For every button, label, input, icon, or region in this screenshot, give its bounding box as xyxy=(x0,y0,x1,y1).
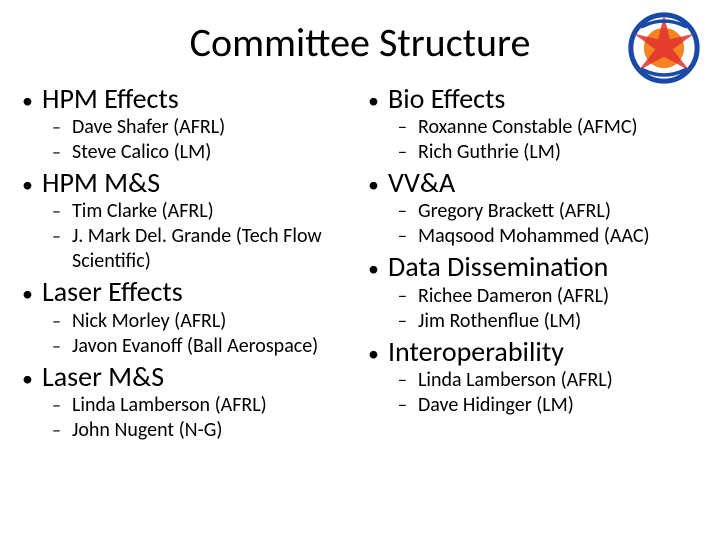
list-item: • Data Dissemination −Richee Dameron (AF… xyxy=(364,251,702,333)
person: Tim Clarke (AFRL) xyxy=(72,199,356,224)
dash-icon: − xyxy=(398,394,418,417)
dash-icon: – xyxy=(52,335,72,358)
list-item: −Maqsood Mohammed (AAC) xyxy=(398,224,702,249)
section-heading: Laser Effects xyxy=(42,276,183,308)
bullet-icon: • xyxy=(18,366,42,391)
person: Linda Lamberson (AFRL) xyxy=(418,368,702,393)
list-item: • HPM Effects –Dave Shafer (AFRL) –Steve… xyxy=(18,83,356,165)
page-title: Committee Structure xyxy=(0,0,720,75)
list-item: –J. Mark Del. Grande (Tech Flow Scientif… xyxy=(52,224,356,274)
dash-icon: – xyxy=(52,394,72,417)
list-item: • VV&A −Gregory Brackett (AFRL) −Maqsood… xyxy=(364,167,702,249)
person: Roxanne Constable (AFMC) xyxy=(418,115,702,140)
section-heading: HPM Effects xyxy=(42,83,179,115)
list-item: • Laser M&S –Linda Lamberson (AFRL) –Joh… xyxy=(18,361,356,443)
person: Dave Shafer (AFRL) xyxy=(72,115,356,140)
list-item: –Dave Shafer (AFRL) xyxy=(52,115,356,140)
person: Richee Dameron (AFRL) xyxy=(418,284,702,309)
dash-icon: − xyxy=(398,310,418,333)
section-heading: Bio Effects xyxy=(388,83,505,115)
person: Steve Calico (LM) xyxy=(72,140,356,165)
person: Dave Hidinger (LM) xyxy=(418,393,702,418)
dash-icon: – xyxy=(52,310,72,333)
logo-icon xyxy=(628,12,700,84)
person: Nick Morley (AFRL) xyxy=(72,309,356,334)
dash-icon: – xyxy=(52,419,72,442)
person: Maqsood Mohammed (AAC) xyxy=(418,224,702,249)
list-item: –Javon Evanoff (Ball Aerospace) xyxy=(52,334,356,359)
list-item: • Laser Effects –Nick Morley (AFRL) –Jav… xyxy=(18,276,356,358)
list-item: –Tim Clarke (AFRL) xyxy=(52,199,356,224)
list-item: −Rich Guthrie (LM) xyxy=(398,140,702,165)
bullet-icon: • xyxy=(364,341,388,366)
bullet-icon: • xyxy=(364,256,388,281)
list-item: –Steve Calico (LM) xyxy=(52,140,356,165)
person: Javon Evanoff (Ball Aerospace) xyxy=(72,334,356,359)
content-columns: • HPM Effects –Dave Shafer (AFRL) –Steve… xyxy=(0,75,720,445)
bullet-icon: • xyxy=(18,281,42,306)
person: Rich Guthrie (LM) xyxy=(418,140,702,165)
dash-icon: − xyxy=(398,116,418,139)
person: Jim Rothenflue (LM) xyxy=(418,309,702,334)
section-heading: HPM M&S xyxy=(42,167,160,199)
list-item: –Nick Morley (AFRL) xyxy=(52,309,356,334)
list-item: −Jim Rothenflue (LM) xyxy=(398,309,702,334)
dash-icon: − xyxy=(398,225,418,248)
list-item: • HPM M&S –Tim Clarke (AFRL) –J. Mark De… xyxy=(18,167,356,274)
section-heading: VV&A xyxy=(388,167,455,199)
list-item: −Linda Lamberson (AFRL) xyxy=(398,368,702,393)
dash-icon: − xyxy=(398,369,418,392)
list-item: −Roxanne Constable (AFMC) xyxy=(398,115,702,140)
dash-icon: – xyxy=(52,116,72,139)
left-column: • HPM Effects –Dave Shafer (AFRL) –Steve… xyxy=(18,83,356,445)
dash-icon: – xyxy=(52,225,72,248)
list-item: • Bio Effects −Roxanne Constable (AFMC) … xyxy=(364,83,702,165)
section-heading: Interoperability xyxy=(388,336,564,368)
bullet-icon: • xyxy=(18,88,42,113)
list-item: −Richee Dameron (AFRL) xyxy=(398,284,702,309)
dash-icon: − xyxy=(398,285,418,308)
right-list: • Bio Effects −Roxanne Constable (AFMC) … xyxy=(364,83,702,418)
list-item: −Gregory Brackett (AFRL) xyxy=(398,199,702,224)
bullet-icon: • xyxy=(364,88,388,113)
list-item: –Linda Lamberson (AFRL) xyxy=(52,393,356,418)
section-heading: Data Dissemination xyxy=(388,251,608,283)
dash-icon: – xyxy=(52,200,72,223)
person: J. Mark Del. Grande (Tech Flow Scientifi… xyxy=(72,224,356,274)
list-item: –John Nugent (N-G) xyxy=(52,418,356,443)
left-list: • HPM Effects –Dave Shafer (AFRL) –Steve… xyxy=(18,83,356,443)
person: Linda Lamberson (AFRL) xyxy=(72,393,356,418)
bullet-icon: • xyxy=(364,172,388,197)
bullet-icon: • xyxy=(18,172,42,197)
list-item: • Interoperability −Linda Lamberson (AFR… xyxy=(364,336,702,418)
dash-icon: − xyxy=(398,141,418,164)
section-heading: Laser M&S xyxy=(42,361,164,393)
right-column: • Bio Effects −Roxanne Constable (AFMC) … xyxy=(364,83,702,445)
list-item: −Dave Hidinger (LM) xyxy=(398,393,702,418)
person: John Nugent (N-G) xyxy=(72,418,356,443)
dash-icon: – xyxy=(52,141,72,164)
person: Gregory Brackett (AFRL) xyxy=(418,199,702,224)
dash-icon: − xyxy=(398,200,418,223)
logo-badge xyxy=(628,12,700,84)
